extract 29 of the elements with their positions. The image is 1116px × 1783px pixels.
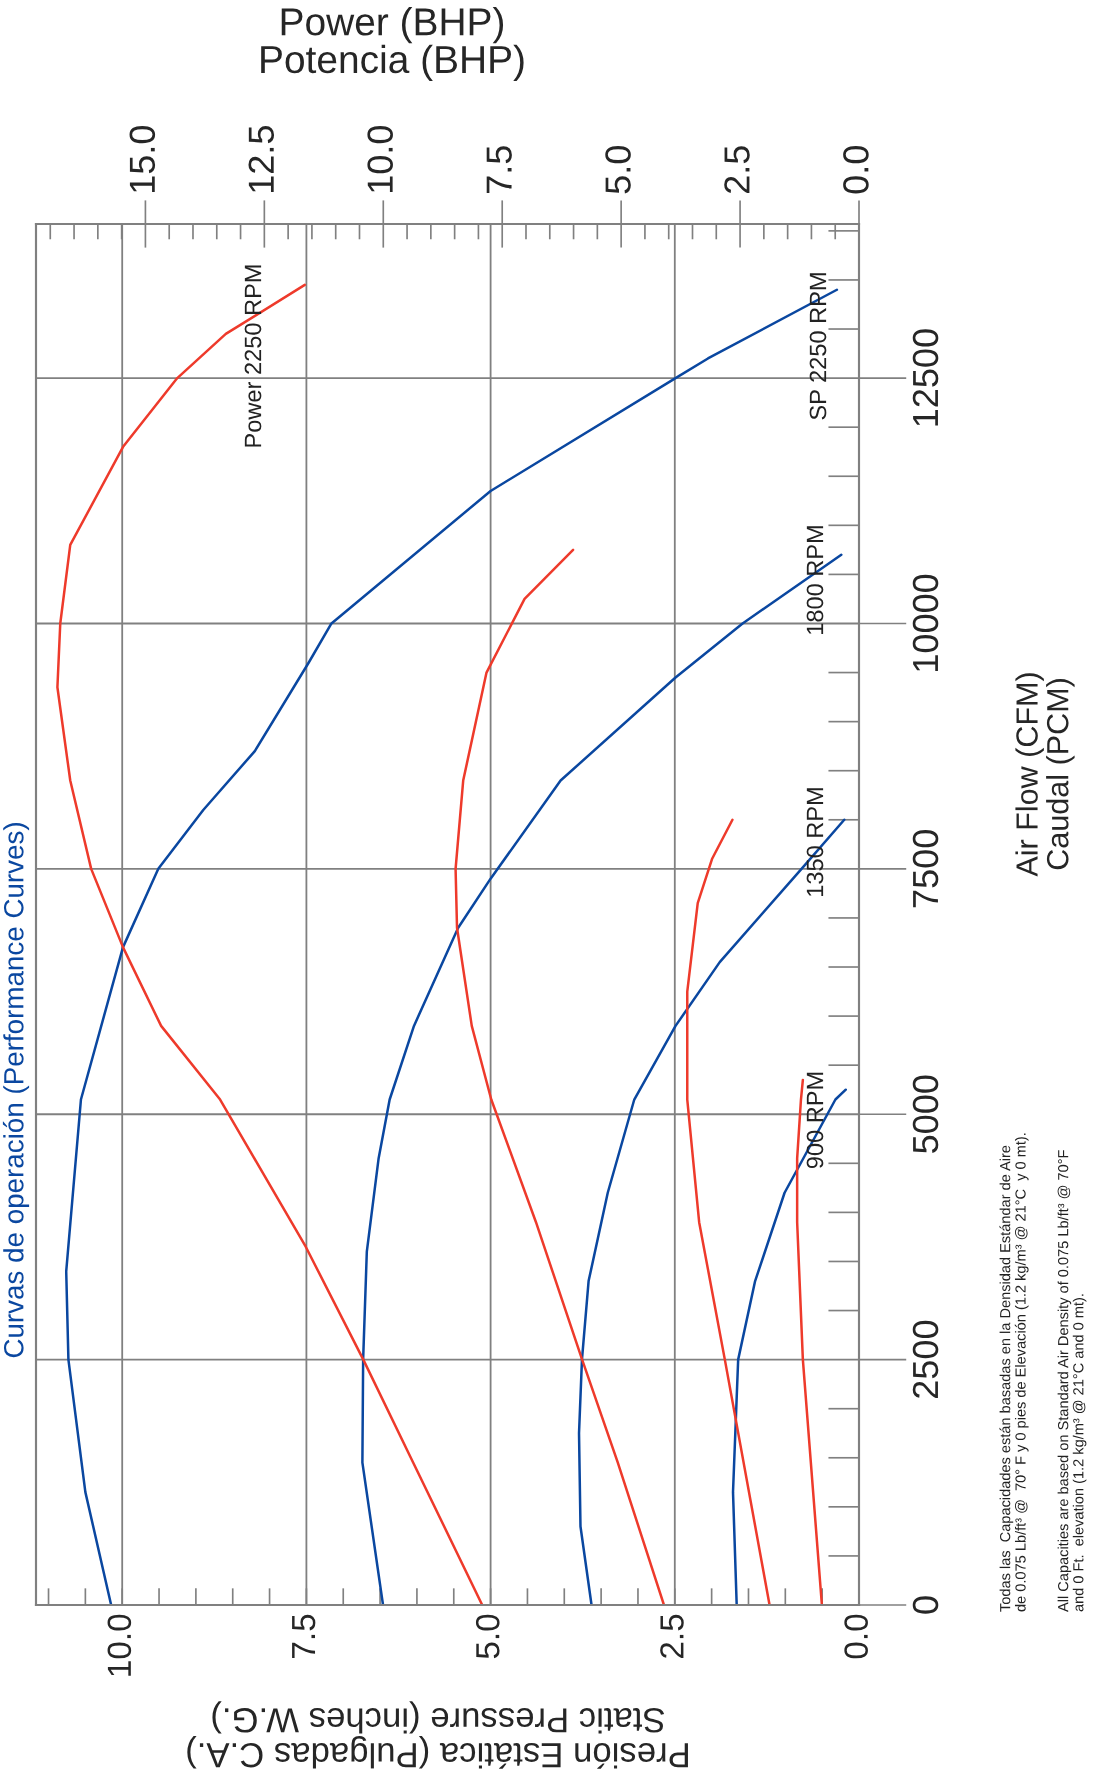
text: Todas las Capacidades están basadas en la Densidad Estándar de Aire de 0.075 Lb/ft³ @ 70° F y 0 pies de Elevación (1.2 kg/m³ @ 21°C y 0 mt). xyxy=(999,1133,1029,1612)
y-tick-label: 5000 xyxy=(912,1075,939,1153)
y-tick-label: 12500 xyxy=(912,329,939,426)
y-tick-label: 2500 xyxy=(912,1320,939,1398)
x2-tick-label: 15.0 xyxy=(129,125,156,193)
text: All Capacities are based on Standard Air Density of 0.075 Lb/ft³ @ 70°F and 0 Ft. elevation (1.2 kg/m³ @ 21°C and 0 mt). xyxy=(1057,1150,1087,1612)
y-tick-label: 0 xyxy=(912,1596,939,1614)
x-tick-label: 5.0 xyxy=(475,1614,500,1659)
x2-tick-label: 7.5 xyxy=(486,146,512,193)
annotation: SP 2250 RPM xyxy=(809,273,827,420)
annotation: 900 RPM xyxy=(806,1072,824,1169)
x-tick-label: 2.5 xyxy=(660,1614,684,1658)
annotation: 1350 RPM xyxy=(806,788,824,896)
y-axis-title: Air Flow (CFM) Caudal (PCM) xyxy=(1015,673,1075,877)
annotation: Power 2250 RPM xyxy=(244,265,262,447)
x-tick-label: 7.5 xyxy=(292,1614,316,1658)
y-tick-label: 10000 xyxy=(912,574,939,671)
x2-tick-label: 10.0 xyxy=(367,125,393,193)
y-tick-label: 7500 xyxy=(912,830,939,908)
x2-tick-label: 0.0 xyxy=(843,146,869,194)
x-tick-label: 0.0 xyxy=(844,1614,868,1659)
annotation: 1800 RPM xyxy=(806,526,824,634)
x-axis-title: Presión Estática (Pulgadas C.A.) Static Pressure (inches W.G.) xyxy=(187,1701,688,1769)
x-tick-label: 10.0 xyxy=(107,1614,132,1676)
x2-tick-label: 2.5 xyxy=(724,146,750,194)
text: Curvas de operación (Performance Curves) xyxy=(2,823,30,1358)
x2-axis-title: Power (BHP) Potencia (BHP) xyxy=(261,7,524,81)
x2-tick-label: 5.0 xyxy=(605,146,631,194)
x2-tick-label: 12.5 xyxy=(248,126,275,193)
